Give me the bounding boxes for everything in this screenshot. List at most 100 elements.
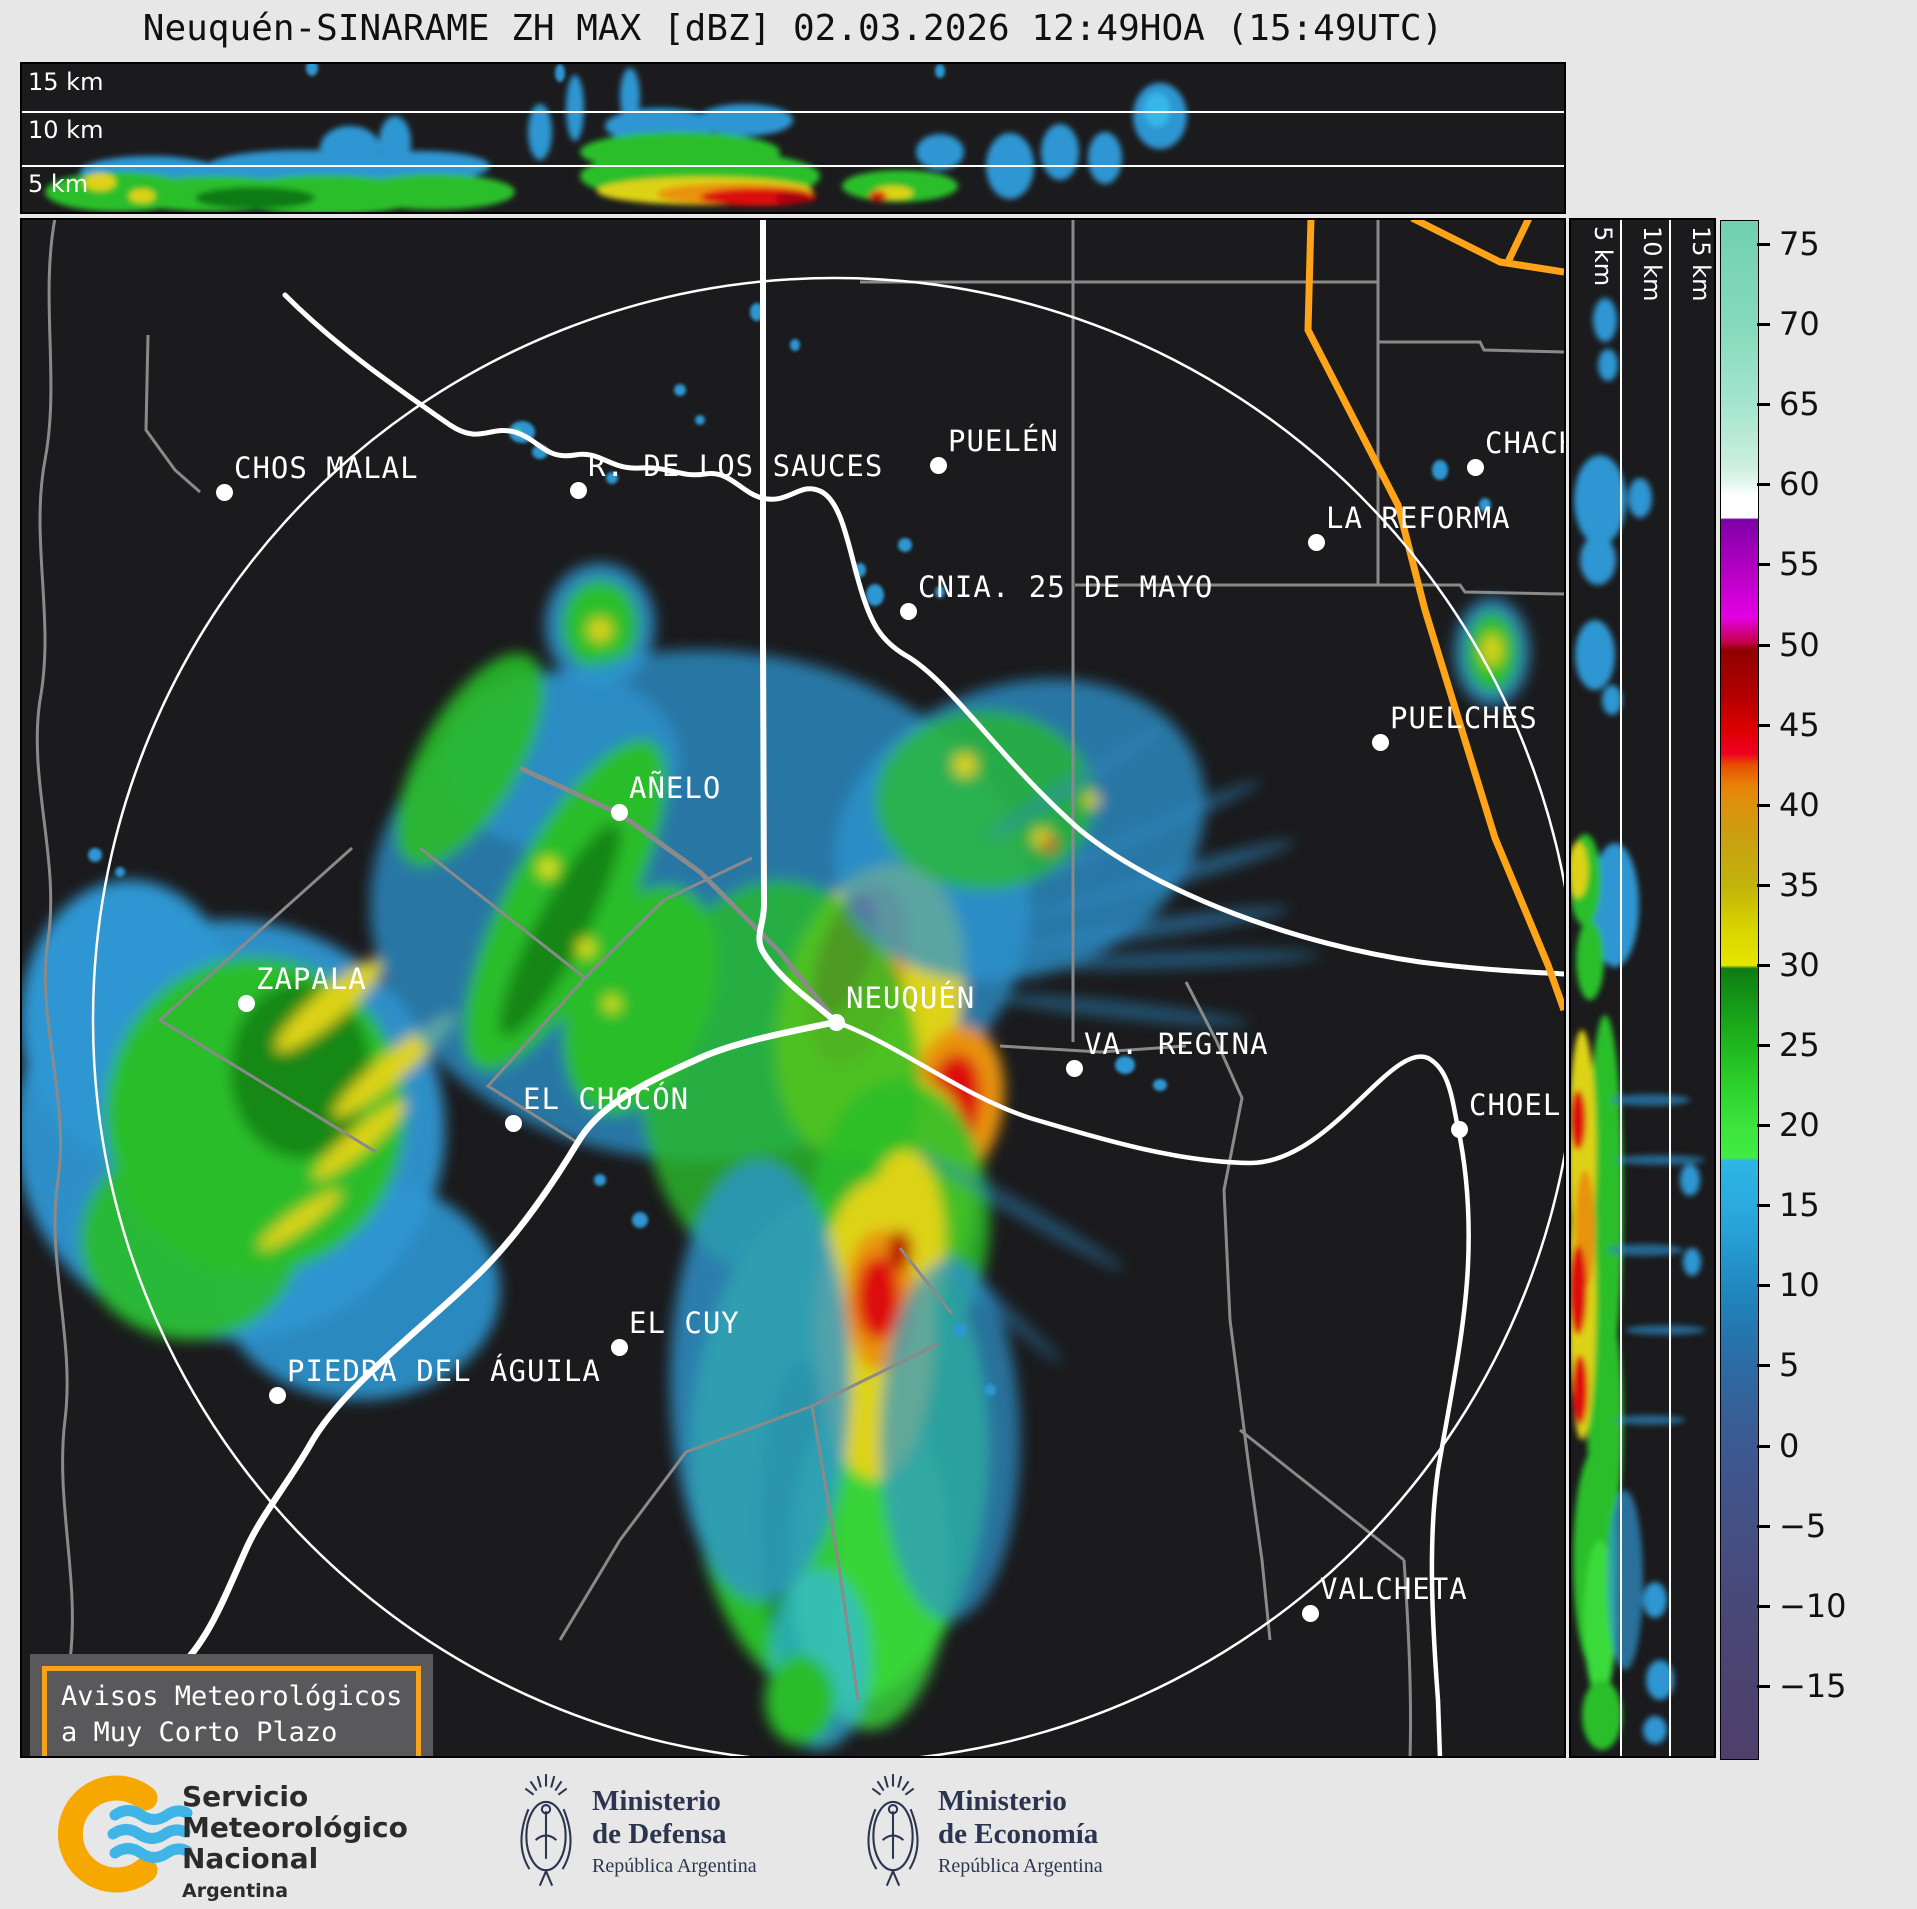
- top-cross-section-echoes: [45, 64, 1187, 212]
- city-marker: [504, 1114, 522, 1132]
- colorbar-tick-mark: [1757, 883, 1770, 887]
- warning-line-1: Avisos Meteorológicos: [61, 1681, 403, 1712]
- colorbar-tick-mark: [1757, 563, 1770, 567]
- city-label: VA. REGINA: [1084, 1026, 1269, 1061]
- colorbar-tick-mark: [1757, 1524, 1770, 1528]
- colorbar-tick-label: 50: [1779, 625, 1820, 664]
- colorbar-tick-mark: [1757, 723, 1770, 727]
- city-label: CNIA. 25 DE MAYO: [918, 569, 1214, 604]
- city-marker: [268, 1386, 286, 1404]
- city-marker: [569, 481, 587, 499]
- gridline-5km-right: [1620, 220, 1622, 1756]
- colorbar-tick-label: −5: [1779, 1506, 1827, 1545]
- orange-routes: [1304, 220, 1564, 1012]
- right-panel-label-5km: 5 km: [1589, 226, 1617, 287]
- gridline-10km-top: [22, 111, 1564, 113]
- radar-map: CHOS MALAL R. DE LOS SAUCES PUELÉN CHACH LA …: [20, 218, 1566, 1758]
- colorbar-tick-mark: [1757, 803, 1770, 807]
- smn-logo: [55, 1773, 230, 1895]
- defensa-line-2: de Defensa: [592, 1818, 727, 1850]
- city-label: PIEDRA DEL ÁGUILA: [287, 1353, 601, 1388]
- city-label: R. DE LOS SAUCES: [588, 448, 884, 483]
- colorbar-tick-mark: [1757, 1364, 1770, 1368]
- city-marker: [1371, 733, 1389, 751]
- colorbar-tick-label: 20: [1779, 1106, 1820, 1145]
- city-label: ZAPALA: [256, 961, 367, 996]
- colorbar-tick-mark: [1757, 1204, 1770, 1208]
- top-panel-label-10km: 10 km: [28, 116, 104, 144]
- colorbar-tick-mark: [1757, 963, 1770, 967]
- city-marker: [215, 483, 233, 501]
- scattered-echo-cells: [88, 303, 1491, 1396]
- city-label: PUELCHES: [1390, 700, 1538, 735]
- right-panel-label-10km: 10 km: [1638, 226, 1666, 302]
- right-panel-label-15km: 15 km: [1687, 226, 1715, 302]
- colorbar-tick-label: 5: [1779, 1346, 1800, 1385]
- right-cross-section-panel: 5 km 10 km 15 km: [1569, 218, 1716, 1758]
- colorbar-tick-mark: [1757, 1284, 1770, 1288]
- top-cross-section-panel: 15 km 10 km 5 km: [20, 62, 1566, 214]
- radar-echoes-map: [22, 563, 1530, 1750]
- colorbar-tick-mark: [1757, 243, 1770, 246]
- city-label: NEUQUÉN: [846, 980, 976, 1015]
- economia-line-1: Ministerio: [938, 1785, 1067, 1817]
- top-panel-label-15km: 15 km: [28, 68, 104, 96]
- dbz-colorbar-ticks: 75 70 65 60 55 50 45 40 35 30 25 20 15 10 5 0 −5 −10 −15: [1757, 220, 1917, 1758]
- city-marker: [1301, 1604, 1319, 1622]
- colorbar-tick-label: 55: [1779, 545, 1820, 584]
- city-marker: [827, 1013, 845, 1031]
- smn-wordmark: Servicio Meteorológico Nacional Argentin…: [182, 1781, 408, 1907]
- colorbar-tick-label: −15: [1779, 1667, 1847, 1706]
- short-term-warnings-badge[interactable]: Avisos Meteorológicos a Muy Corto Plazo: [30, 1654, 434, 1756]
- dbz-colorbar: [1720, 220, 1759, 1760]
- city-label: PUELÉN: [948, 423, 1059, 458]
- right-cross-section-echoes: [1571, 298, 1705, 1750]
- smn-line-3: Nacional: [182, 1842, 319, 1875]
- province-borders: [35, 220, 1564, 1756]
- warning-line-2: a Muy Corto Plazo: [61, 1717, 338, 1748]
- footer: Servicio Meteorológico Nacional Argentin…: [0, 1765, 1917, 1909]
- colorbar-tick-mark: [1757, 323, 1770, 327]
- colorbar-tick-mark: [1757, 1124, 1770, 1128]
- colorbar-tick-label: 35: [1779, 866, 1820, 905]
- city-marker: [610, 1338, 628, 1356]
- city-label: CHACH: [1485, 425, 1564, 460]
- defensa-crest-icon: [515, 1771, 577, 1897]
- city-marker: [1450, 1120, 1468, 1138]
- economia-line-2: de Economía: [938, 1818, 1099, 1850]
- smn-country: Argentina: [182, 1880, 289, 1902]
- colorbar-tick-label: 25: [1779, 1026, 1820, 1065]
- economia-wordmark: Ministerio de Economía República Argenti…: [938, 1785, 1103, 1878]
- city-label: CHOS MALAL: [234, 450, 419, 485]
- colorbar-tick-mark: [1757, 1044, 1770, 1047]
- colorbar-tick-mark: [1757, 1444, 1770, 1448]
- city-marker: [929, 456, 947, 474]
- colorbar-tick-label: 70: [1779, 305, 1820, 344]
- radar-map-graphics: [22, 220, 1564, 1756]
- colorbar-tick-label: 45: [1779, 705, 1820, 744]
- smn-logo-icon: [57, 1775, 193, 1893]
- colorbar-tick-mark: [1757, 403, 1770, 407]
- colorbar-tick-label: 10: [1779, 1266, 1820, 1305]
- city-marker: [237, 994, 255, 1012]
- city-label: EL CUY: [629, 1305, 740, 1340]
- colorbar-tick-label: 65: [1779, 385, 1820, 424]
- city-marker: [1466, 458, 1484, 476]
- colorbar-tick-mark: [1757, 1604, 1770, 1608]
- defensa-line-3: República Argentina: [592, 1855, 757, 1877]
- colorbar-tick-mark: [1757, 643, 1770, 647]
- city-label: EL CHOCÓN: [523, 1081, 690, 1116]
- city-marker: [610, 803, 628, 821]
- gridline-5km-top: [22, 165, 1564, 167]
- radar-range-circle: [91, 276, 1564, 1756]
- colorbar-tick-label: 60: [1779, 465, 1820, 504]
- short-term-warnings-border: Avisos Meteorológicos a Muy Corto Plazo: [42, 1666, 422, 1756]
- colorbar-tick-mark: [1757, 1684, 1770, 1688]
- smn-line-1: Servicio: [182, 1780, 309, 1813]
- colorbar-tick-label: 30: [1779, 946, 1820, 985]
- city-label: LA REFORMA: [1326, 500, 1511, 535]
- defensa-wordmark: Ministerio de Defensa República Argentin…: [592, 1785, 757, 1878]
- city-label: VALCHETA: [1320, 1571, 1468, 1606]
- colorbar-tick-label: 75: [1779, 225, 1820, 264]
